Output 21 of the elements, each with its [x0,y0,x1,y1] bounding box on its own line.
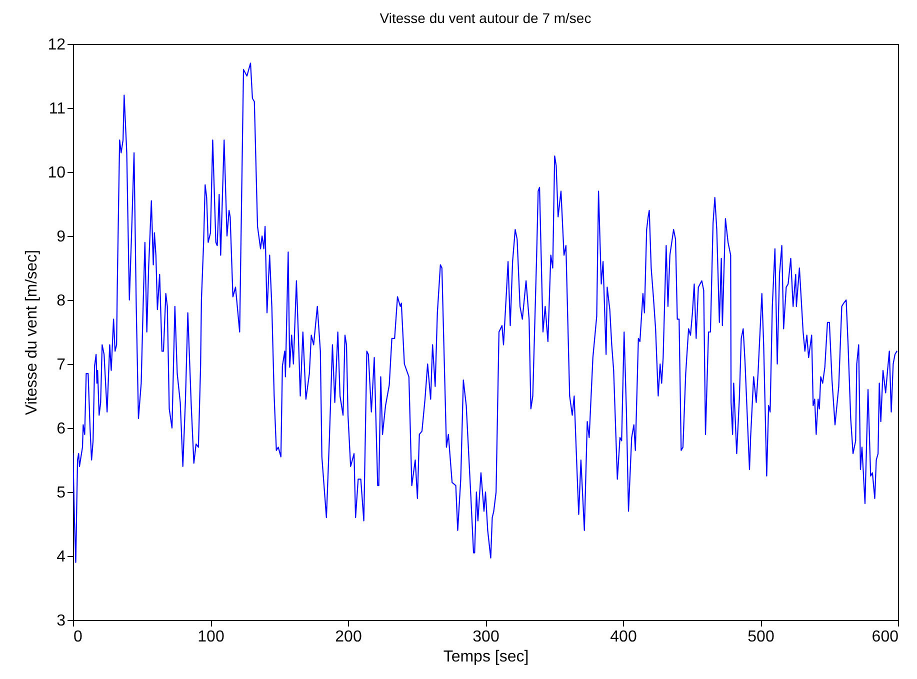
y-tick-label: 9 [56,228,66,246]
x-tick-label: 0 [74,628,82,646]
x-tick-label: 200 [335,628,362,646]
x-axis-title: Temps [sec] [443,648,529,666]
x-tick-label: 100 [198,628,224,646]
line-series [73,62,898,563]
x-tick-label: 600 [872,628,899,646]
y-tick-label: 10 [48,164,66,182]
y-tick-label: 4 [56,548,66,566]
y-axis-title: Vitesse du vent [m/sec] [24,250,41,416]
x-tick-label: 500 [748,628,774,646]
y-tick-label: 8 [56,292,66,310]
y-tick-label: 6 [56,420,66,438]
x-tick-label: 400 [610,628,637,646]
y-tick-label: 3 [56,612,66,630]
y-tick-label: 7 [56,356,66,374]
x-tick-label: 300 [472,628,500,646]
y-tick-label: 5 [56,484,66,502]
y-tick-label: 11 [48,100,66,118]
y-tick-label: 12 [48,36,66,54]
chart-title: Vitesse du vent autour de 7 m/sec [380,10,592,26]
